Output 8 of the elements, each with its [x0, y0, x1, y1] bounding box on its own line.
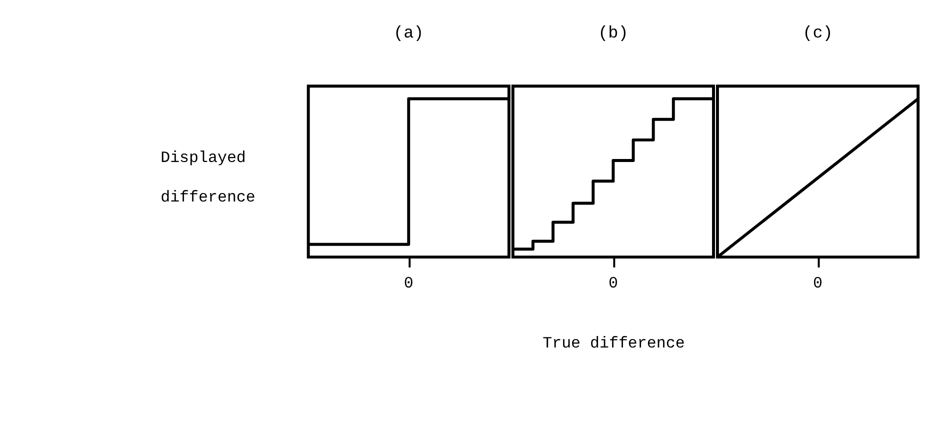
chart-title: (c)	[802, 24, 833, 44]
text: 0	[608, 274, 618, 293]
x-axis-title: True difference	[542, 334, 685, 352]
chart-title: (a)	[394, 24, 424, 44]
chart-title: (b)	[598, 24, 628, 44]
text: 0	[404, 274, 414, 293]
text: Displayed difference	[160, 149, 256, 207]
text: 0	[813, 274, 823, 293]
